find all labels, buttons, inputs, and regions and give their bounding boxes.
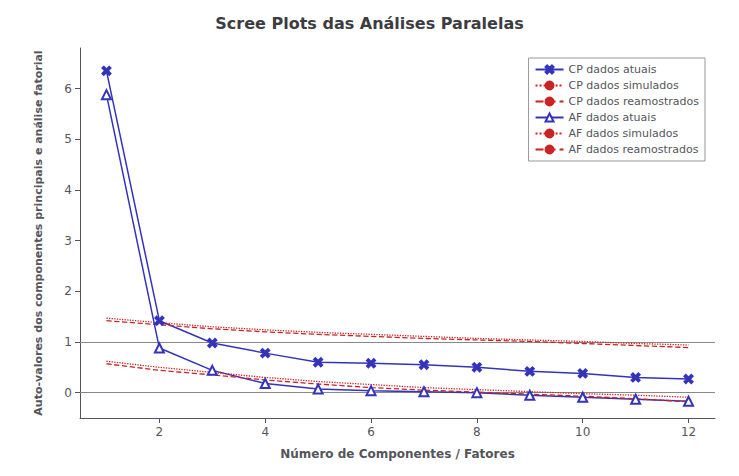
svg-text:2: 2	[156, 425, 164, 439]
svg-text:CP dados simulados: CP dados simulados	[569, 79, 679, 92]
svg-text:Auto-valores dos componentes p: Auto-valores dos componentes principais …	[32, 50, 45, 415]
svg-text:5: 5	[64, 132, 72, 146]
svg-text:8: 8	[473, 425, 481, 439]
svg-text:Scree Plots das Análises Paral: Scree Plots das Análises Paralelas	[215, 14, 523, 33]
svg-text:CP dados reamostrados: CP dados reamostrados	[569, 95, 700, 108]
svg-text:12: 12	[681, 425, 696, 439]
svg-text:CP dados atuais: CP dados atuais	[569, 63, 657, 76]
svg-text:4: 4	[64, 183, 72, 197]
svg-text:2: 2	[64, 284, 72, 298]
svg-text:6: 6	[367, 425, 375, 439]
svg-text:10: 10	[575, 425, 590, 439]
svg-text:4: 4	[261, 425, 269, 439]
svg-text:1: 1	[64, 335, 72, 349]
svg-text:AF dados atuais: AF dados atuais	[569, 111, 657, 124]
svg-text:AF dados simulados: AF dados simulados	[569, 127, 679, 140]
svg-text:AF dados reamostrados: AF dados reamostrados	[569, 143, 699, 156]
svg-text:Número de Componentes / Fatore: Número de Componentes / Fatores	[280, 447, 515, 461]
svg-text:3: 3	[64, 234, 72, 248]
svg-text:6: 6	[64, 82, 72, 96]
svg-text:0: 0	[64, 386, 72, 400]
